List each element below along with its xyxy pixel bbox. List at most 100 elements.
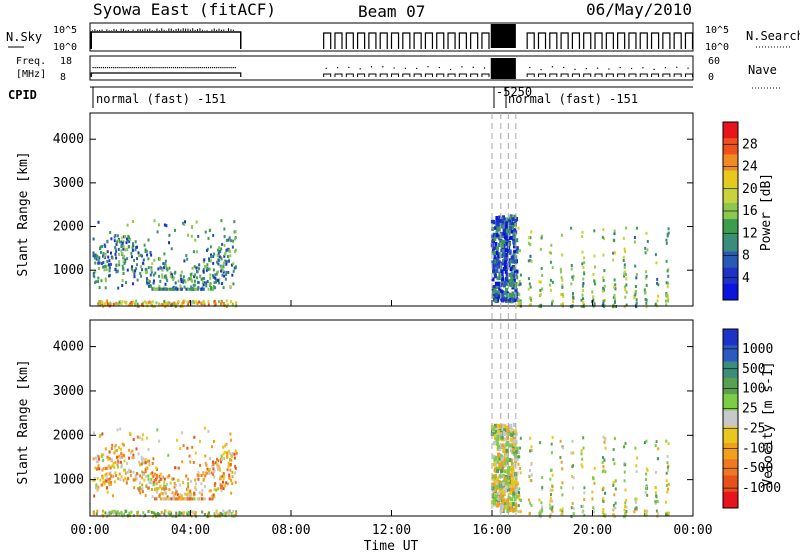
freq-dot	[166, 67, 168, 69]
freq-dot	[203, 67, 205, 69]
power-cbar-swatch	[723, 154, 738, 172]
vel-echo	[108, 457, 111, 461]
freq-dot	[642, 67, 644, 69]
vel-echo	[115, 513, 118, 517]
vel-echo	[157, 486, 160, 490]
vel-echo	[212, 472, 215, 476]
vel-echo	[222, 471, 225, 475]
power-echo	[121, 279, 124, 283]
vel-echo	[624, 505, 626, 508]
vel-echo	[581, 457, 584, 461]
power-echo	[602, 253, 605, 257]
freq-scan	[436, 73, 445, 77]
power-echo	[108, 266, 111, 270]
vel-echo	[212, 460, 214, 464]
power-echo	[519, 273, 522, 277]
vel-echo	[139, 487, 142, 491]
vel-echo	[184, 497, 187, 501]
power-echo	[519, 299, 522, 303]
freq-dot	[450, 68, 452, 71]
power-echo	[136, 302, 139, 306]
vel-echo	[501, 443, 505, 448]
power-echo	[133, 258, 136, 262]
vel-echo	[634, 507, 637, 511]
power-echo	[127, 234, 130, 238]
power-echo	[614, 283, 617, 287]
freq-dot	[156, 67, 158, 69]
freq-dot	[102, 67, 105, 69]
power-echo	[161, 268, 164, 272]
power-echo	[559, 267, 562, 271]
vel-echo	[148, 509, 151, 513]
power-echo	[209, 276, 212, 280]
vel-echo	[163, 481, 166, 485]
power-echo	[504, 236, 508, 240]
vel-echo	[497, 444, 500, 449]
nsearch-label: N.Search	[746, 29, 800, 43]
vel-echo	[102, 467, 105, 470]
power-echo	[571, 275, 574, 279]
power-echo	[158, 284, 161, 288]
freq-dot	[393, 67, 395, 69]
power-echo	[495, 292, 499, 297]
nsky-scan	[662, 32, 671, 49]
power-echo	[190, 285, 193, 289]
power-echo	[144, 250, 147, 254]
vel-echo	[195, 488, 198, 491]
power-echo	[209, 245, 212, 249]
nsky-scan	[617, 32, 626, 49]
freq-dot	[359, 68, 361, 70]
power-echo	[202, 283, 205, 287]
power-echo	[500, 232, 504, 236]
vel-echo	[549, 496, 552, 500]
power-echo	[220, 269, 223, 273]
power-echo	[601, 289, 604, 293]
power-echo	[502, 244, 506, 249]
vel-echo	[665, 479, 668, 483]
power-echo	[196, 270, 199, 274]
power-echo	[145, 249, 148, 253]
power-echo	[208, 229, 211, 232]
power-echo	[161, 287, 164, 291]
power-echo	[106, 260, 109, 263]
vel-echo	[112, 461, 115, 465]
power-echo	[497, 281, 500, 286]
power-echo	[667, 299, 670, 303]
power-echo	[102, 251, 105, 255]
power-echo	[116, 240, 119, 244]
vel-echo	[154, 482, 157, 486]
vel-echo	[202, 478, 205, 482]
vel-echo	[142, 461, 145, 465]
vel-echo	[155, 473, 158, 477]
vel-echo	[496, 495, 500, 500]
power-echo	[582, 277, 585, 281]
power-echo	[164, 259, 167, 263]
vel-echo	[189, 497, 191, 501]
vel-echo	[152, 483, 155, 487]
power-echo	[529, 258, 532, 262]
vel-echo	[155, 490, 158, 494]
vel-echo	[127, 477, 129, 481]
power-echo	[102, 265, 105, 269]
vel-echo	[602, 500, 605, 503]
vel-echo	[164, 509, 167, 513]
power-echo	[635, 276, 638, 280]
power-echo	[572, 277, 575, 281]
freq-dot	[232, 67, 234, 69]
freq-dot	[228, 67, 230, 69]
power-echo	[183, 299, 186, 303]
power-echo	[504, 297, 508, 302]
power-echo	[98, 261, 101, 265]
power-echo	[511, 291, 515, 296]
freq-dot	[370, 66, 373, 68]
vel-echo	[113, 451, 116, 455]
power-echo	[625, 303, 628, 307]
nsky-tick-high: 10^5	[53, 25, 77, 36]
vel-echo	[510, 497, 514, 502]
power-echo	[656, 277, 659, 281]
power-echo	[166, 303, 169, 307]
power-echo	[225, 262, 228, 266]
vel-echo	[570, 506, 573, 510]
vel-echo	[141, 483, 144, 487]
power-echo	[109, 301, 112, 305]
